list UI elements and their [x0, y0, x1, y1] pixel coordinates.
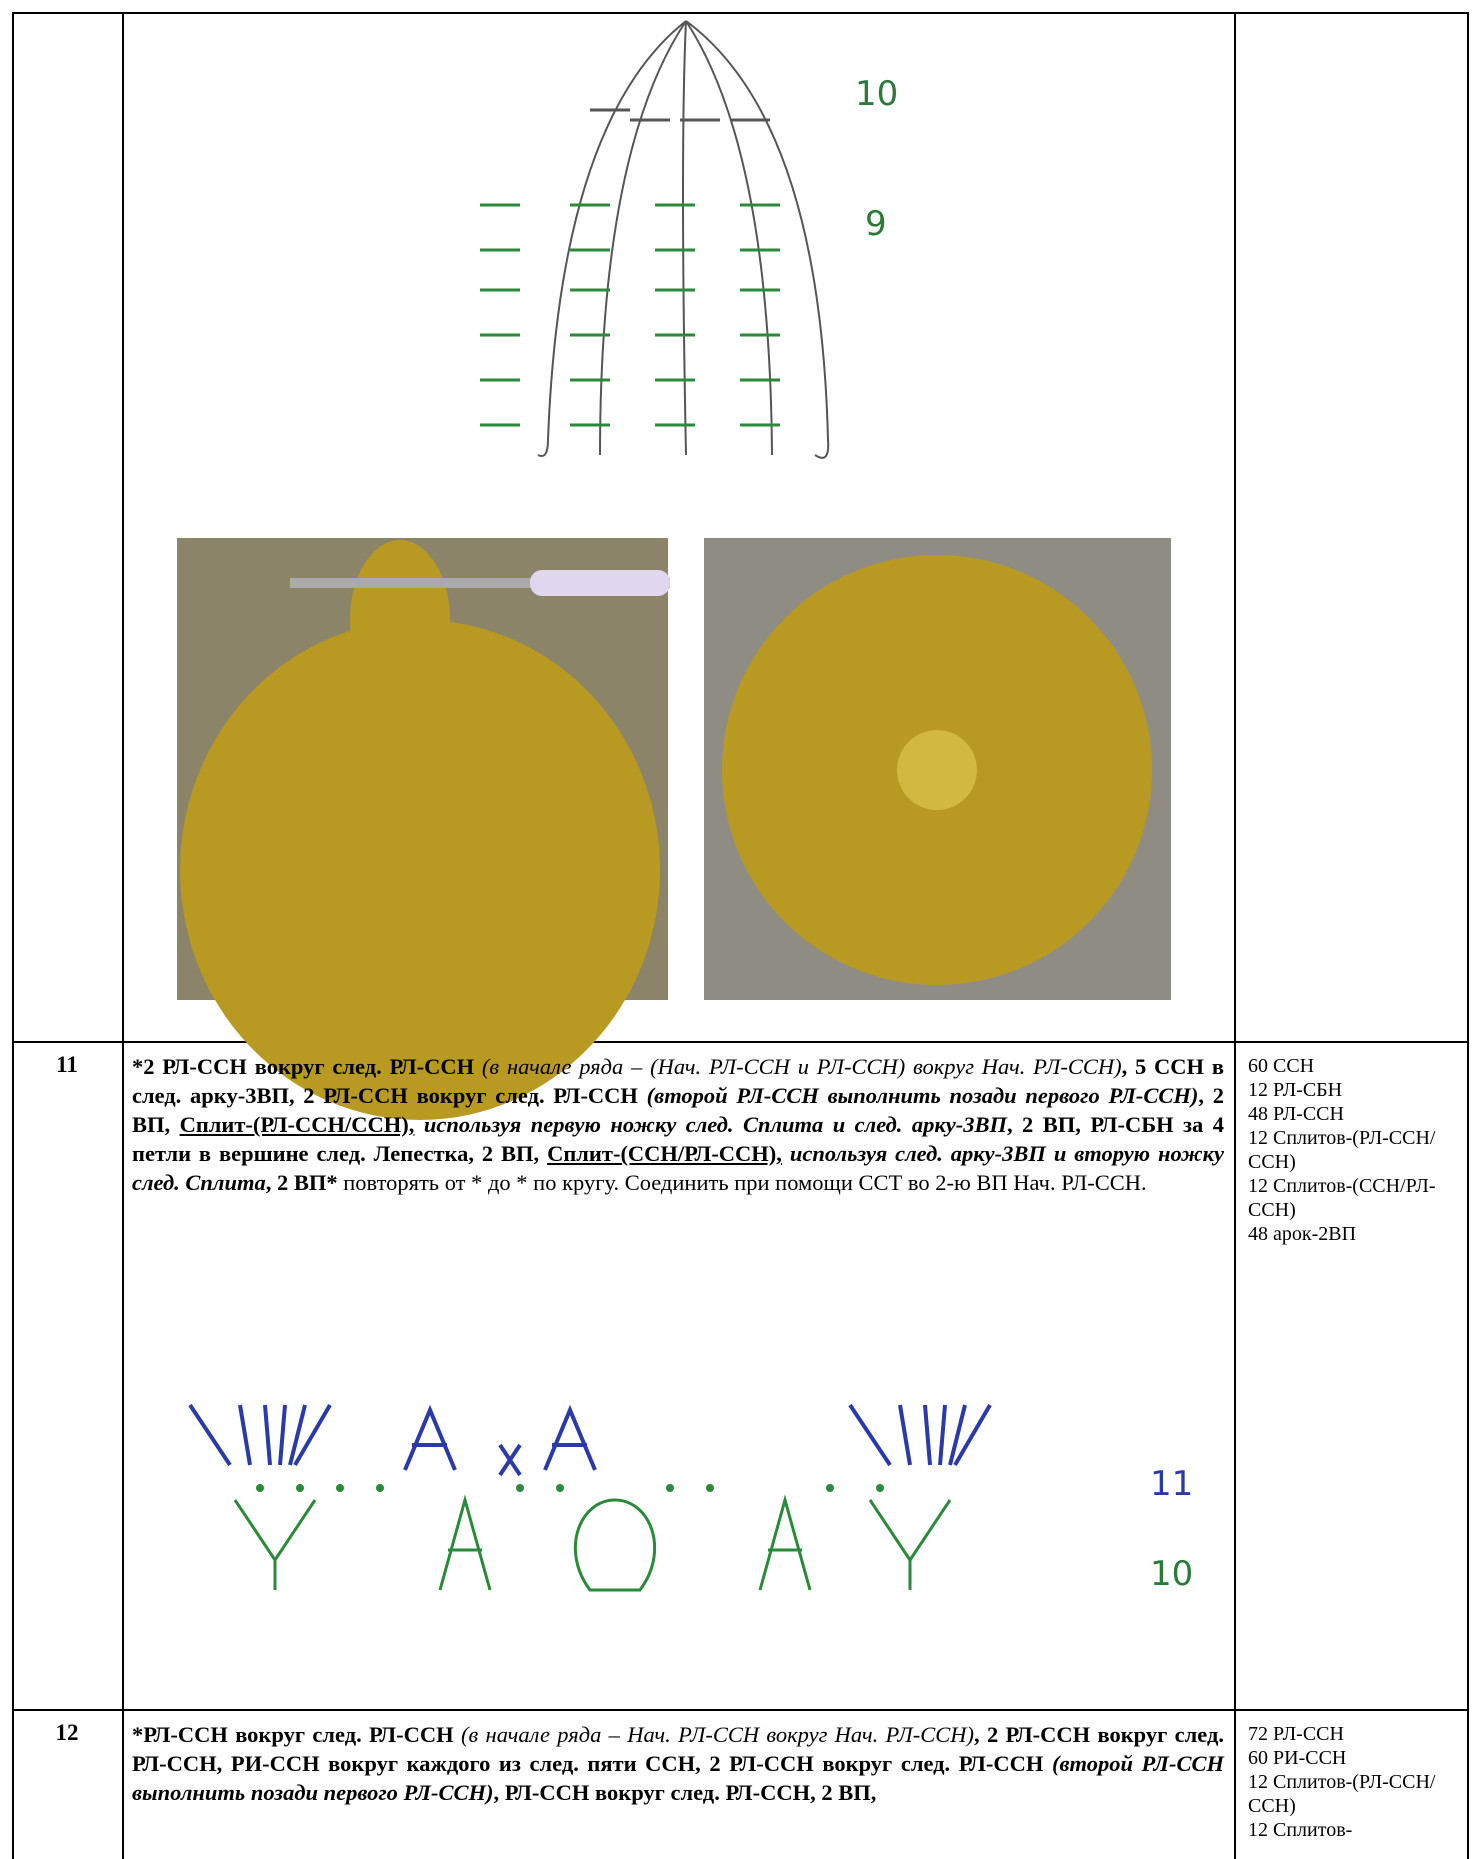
note-line: 60 ССН: [1248, 1055, 1315, 1077]
row-label: 10: [855, 74, 898, 114]
note-line: 12 РЛ-СБН: [1248, 1079, 1343, 1101]
border: [1234, 12, 1236, 1859]
text-run: (второй РЛ-ССН выполнить позади первого …: [646, 1083, 1199, 1108]
row10-diagram: [233, 1494, 952, 1592]
row11-diagram: [188, 1403, 992, 1477]
text-run: используя след. арку-3ВП и вторую ножку …: [132, 1141, 1224, 1195]
row-number: 11: [56, 1052, 78, 1077]
instruction: *РЛ-ССН вокруг след. РЛ-ССН (в начале ря…: [132, 1720, 1224, 1807]
row-label: 10: [1150, 1554, 1193, 1594]
hook: [290, 578, 670, 588]
stitch-marks: [480, 108, 780, 427]
border: [12, 1041, 1469, 1043]
text-run: (в начале ряда – (Нач. РЛ-ССН и РЛ-ССН) …: [481, 1054, 1122, 1079]
instruction: *2 РЛ-ССН вокруг след. РЛ-ССН (в начале …: [132, 1052, 1224, 1197]
text-run: , 2 ВП, РЛ-СБН за 4 петли в вершине след…: [132, 1112, 1224, 1166]
text-run: *2 РЛ-ССН вокруг след. РЛ-ССН: [132, 1054, 482, 1079]
border: [12, 12, 1469, 14]
chain-dots: [256, 1484, 884, 1492]
notes: 72 РЛ-ССН 60 РИ-ССН 12 Сплитов-(РЛ-ССН/ССН…: [1248, 1722, 1463, 1842]
note-line: 12 Сплитов-(РЛ-ССН/ССН): [1248, 1127, 1436, 1173]
hook-handle: [530, 570, 670, 596]
text-run: (в начале ряда – Нач. РЛ-ССН вокруг Нач.…: [460, 1722, 975, 1747]
note-line: 12 Сплитов-(РЛ-ССН/ССН): [1248, 1771, 1436, 1817]
row-label: 11: [1150, 1464, 1193, 1504]
notes: 60 ССН 12 РЛ-СБН 48 РЛ-ССН 12 Сплитов-(РЛ-С…: [1248, 1054, 1463, 1246]
text-run: *РЛ-ССН вокруг след. РЛ-ССН: [132, 1722, 461, 1747]
row-number: 12: [55, 1720, 79, 1745]
border: [122, 12, 124, 1859]
text-run: Сплит-(ССН/РЛ-ССН),: [547, 1141, 782, 1166]
text-run: , 2 РЛ-ССН вокруг след. РЛ-ССН, РИ-ССН в…: [132, 1722, 1224, 1776]
note-line: 12 Сплитов-(ССН/РЛ-ССН): [1248, 1175, 1436, 1221]
note-line: 60 РИ-ССН: [1248, 1747, 1347, 1769]
photo-content: [897, 730, 977, 810]
petal-diagram: [537, 20, 830, 459]
text-run: повторять от * до * по кругу. Соединить …: [337, 1170, 1147, 1195]
text-run: , 2 ВП,: [132, 1083, 1224, 1137]
note-line: 12 Сплитов-: [1248, 1819, 1353, 1841]
note-line: 48 РЛ-ССН: [1248, 1103, 1344, 1125]
border: [1467, 12, 1469, 1859]
text-run: , РЛ-ССН вокруг след. РЛ-ССН, 2 ВП,: [493, 1780, 877, 1805]
border: [12, 1709, 1469, 1711]
text-run: , 5 ССН в след. арку-3ВП, 2 РЛ-ССН вокру…: [132, 1054, 1224, 1108]
border: [12, 12, 14, 1859]
note-line: 72 РЛ-ССН: [1248, 1723, 1344, 1745]
text-run: , 2 ВП*: [265, 1170, 338, 1195]
note-line: 48 арок-2ВП: [1248, 1223, 1357, 1245]
text-run: Сплит-(РЛ-ССН/ССН),: [179, 1112, 415, 1137]
text-run: используя первую ножку след. Сплита и сл…: [414, 1112, 1007, 1137]
text-run: (второй РЛ-ССН выполнить позади первого …: [132, 1751, 1224, 1805]
row-label: 9: [865, 204, 887, 244]
